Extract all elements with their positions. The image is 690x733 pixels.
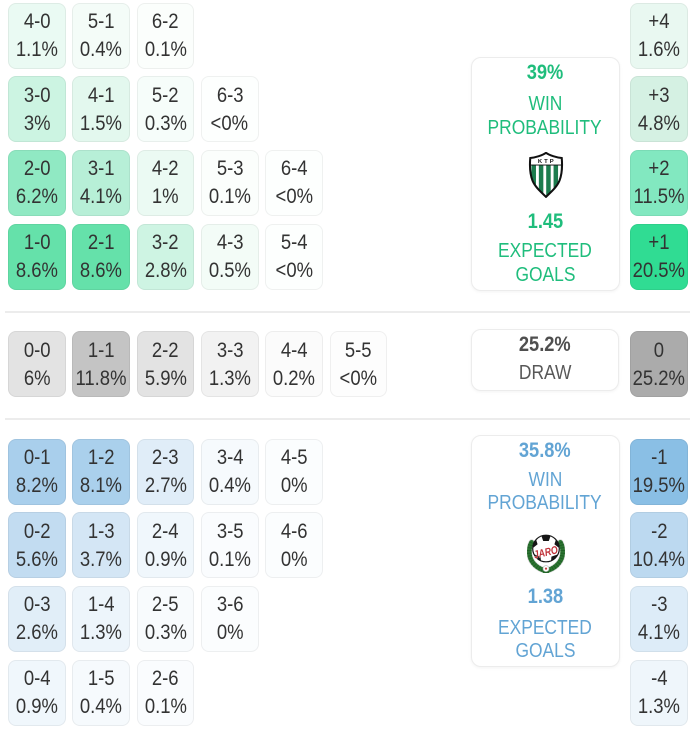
svg-text:JARO: JARO <box>533 544 560 561</box>
svg-text:KTP: KTP <box>538 159 556 165</box>
